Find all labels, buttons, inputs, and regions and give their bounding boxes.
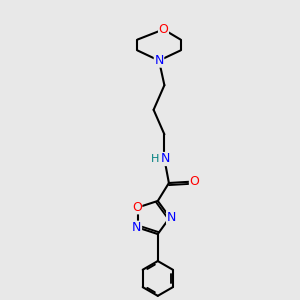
Text: N: N — [161, 152, 171, 166]
Text: N: N — [154, 54, 164, 67]
Text: N: N — [167, 211, 176, 224]
Text: H: H — [151, 154, 160, 164]
Text: O: O — [190, 175, 199, 188]
Text: N: N — [132, 221, 142, 234]
Text: O: O — [159, 23, 168, 36]
Text: O: O — [132, 201, 142, 214]
